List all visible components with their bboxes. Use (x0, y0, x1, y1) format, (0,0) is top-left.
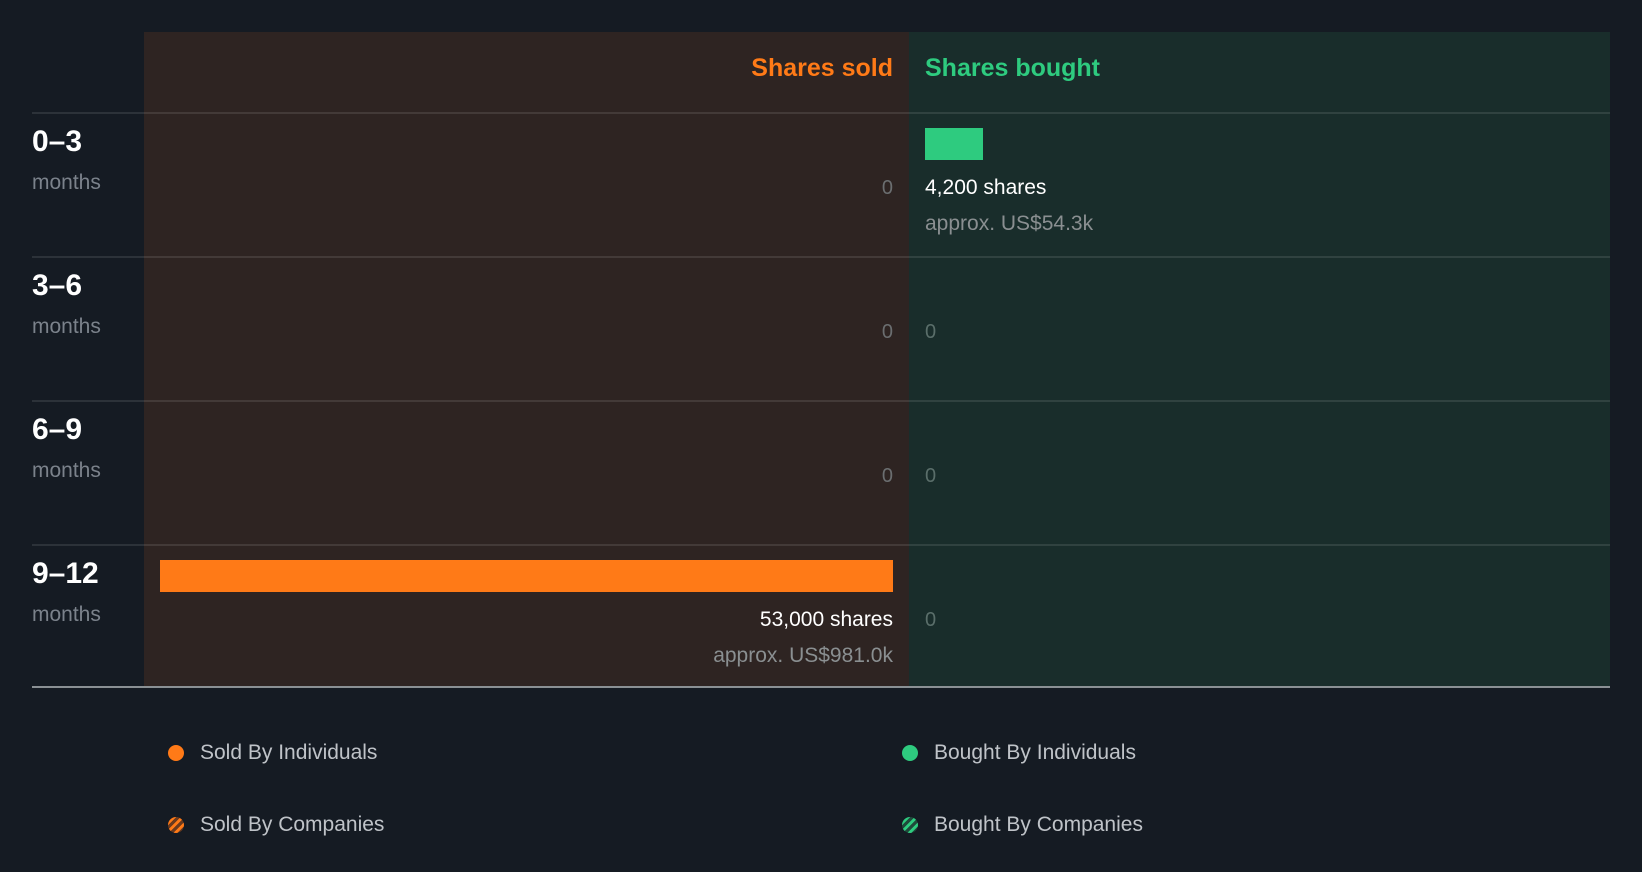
range-label: 3–6 (32, 269, 83, 302)
sold-value: 0 (881, 321, 893, 343)
row-9-12-months: 9–12 months 53,000 shares approx. US$981… (0, 545, 1642, 689)
sold-approx: approx. US$981.0k (713, 644, 893, 667)
range-label: 0–3 (32, 125, 83, 158)
orange-dot-icon (168, 745, 184, 761)
range-unit: months (32, 459, 101, 482)
legend-sold-companies: Sold By Companies (168, 813, 384, 837)
bought-value: 0 (925, 609, 937, 631)
orange-hatched-dot-icon (168, 817, 184, 833)
legend-bought-individuals: Bought By Individuals (902, 741, 1136, 765)
range-label: 6–9 (32, 413, 83, 446)
green-dot-icon (902, 745, 918, 761)
sold-bar[interactable] (160, 560, 893, 592)
range-unit: months (32, 315, 101, 338)
divider (32, 400, 1610, 402)
bought-panel (909, 32, 1610, 687)
shares-sold-header: Shares sold (751, 54, 893, 82)
shares-bought-header: Shares bought (925, 54, 1101, 82)
divider (32, 544, 1610, 546)
row-3-6-months: 3–6 months 0 0 (0, 257, 1642, 401)
range-unit: months (32, 603, 101, 626)
sold-shares: 53,000 shares (759, 608, 893, 631)
sold-value: 0 (881, 177, 893, 199)
row-6-9-months: 6–9 months 0 0 (0, 401, 1642, 545)
divider (32, 256, 1610, 258)
green-hatched-dot-icon (902, 817, 918, 833)
bought-approx: approx. US$54.3k (925, 212, 1094, 235)
bought-bar[interactable] (925, 128, 983, 160)
bought-value: 0 (925, 321, 937, 343)
range-unit: months (32, 171, 101, 194)
sold-value: 0 (881, 465, 893, 487)
bought-shares: 4,200 shares (925, 176, 1047, 199)
legend-label: Bought By Companies (934, 813, 1143, 836)
legend-sold-individuals: Sold By Individuals (168, 741, 377, 765)
legend-label: Bought By Individuals (934, 741, 1136, 764)
axis-line (32, 686, 1610, 688)
row-0-3-months: 0–3 months 0 4,200 shares approx. US$54.… (0, 113, 1642, 257)
bought-value: 0 (925, 465, 937, 487)
legend-bought-companies: Bought By Companies (902, 813, 1143, 837)
legend-label: Sold By Individuals (200, 741, 378, 764)
divider (32, 112, 1610, 114)
legend-label: Sold By Companies (200, 813, 385, 836)
range-label: 9–12 (32, 557, 99, 590)
